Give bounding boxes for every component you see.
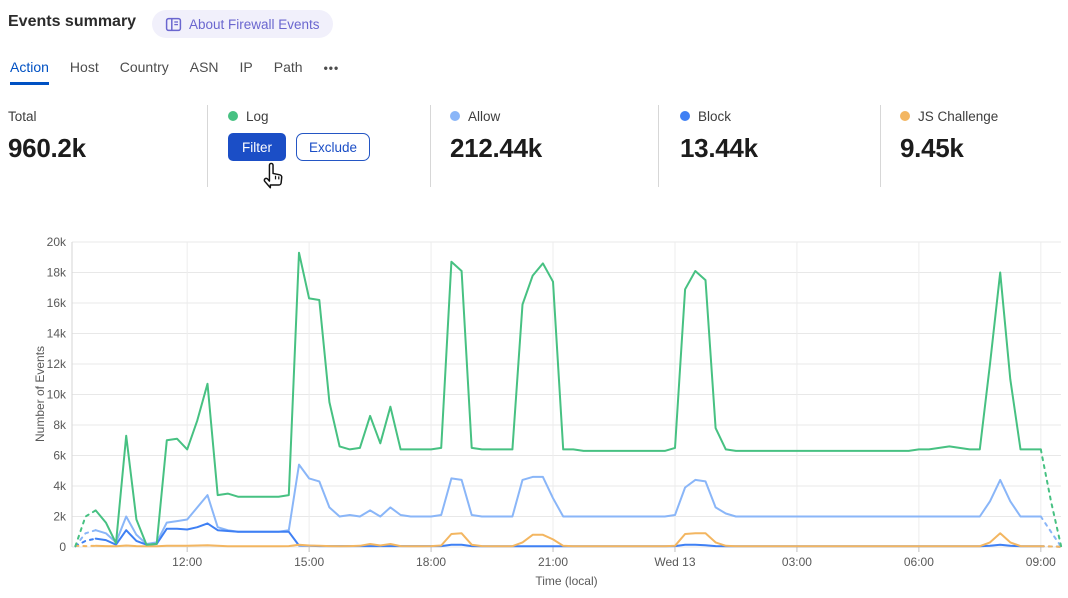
svg-text:16k: 16k <box>47 296 67 310</box>
svg-text:Wed 13: Wed 13 <box>654 555 695 569</box>
tab-more-ellipsis-icon[interactable]: ••• <box>323 61 340 75</box>
book-icon <box>165 17 182 31</box>
svg-text:09:00: 09:00 <box>1026 555 1056 569</box>
allow-legend-dot <box>450 111 460 121</box>
log-legend-dot <box>228 111 238 121</box>
block-legend-dot <box>680 111 690 121</box>
page-title: Events summary <box>8 13 137 30</box>
svg-text:06:00: 06:00 <box>904 555 934 569</box>
svg-text:18k: 18k <box>47 266 67 280</box>
svg-text:15:00: 15:00 <box>294 555 324 569</box>
js-challenge-legend-dot <box>900 111 910 121</box>
stat-divider <box>880 105 881 187</box>
block-value: 13.44k <box>680 133 758 163</box>
svg-text:4k: 4k <box>53 479 67 493</box>
js-challenge-value: 9.45k <box>900 133 964 163</box>
stat-block[interactable]: Block 13.44k <box>680 108 758 164</box>
svg-text:10k: 10k <box>47 388 67 402</box>
log-label: Log <box>246 108 269 124</box>
svg-text:18:00: 18:00 <box>416 555 446 569</box>
js-challenge-label: JS Challenge <box>918 108 999 124</box>
svg-text:2k: 2k <box>53 510 67 524</box>
svg-text:20k: 20k <box>47 235 67 249</box>
svg-text:14k: 14k <box>47 327 67 341</box>
tab-host[interactable]: Host <box>69 59 99 75</box>
summary-tabs: Action Host Country ASN IP Path ••• <box>10 59 339 85</box>
stat-divider <box>658 105 659 187</box>
filter-button[interactable]: Filter <box>228 133 286 161</box>
block-label: Block <box>698 108 732 124</box>
allow-label: Allow <box>468 108 501 124</box>
stat-divider <box>430 105 431 187</box>
svg-text:0: 0 <box>59 540 66 554</box>
stat-total: Total 960.2k <box>8 108 86 164</box>
stat-js-challenge[interactable]: JS Challenge 9.45k <box>900 108 998 164</box>
tab-action[interactable]: Action <box>10 59 49 85</box>
svg-text:12k: 12k <box>47 357 67 371</box>
tab-ip[interactable]: IP <box>239 59 253 75</box>
about-firewall-events-badge[interactable]: About Firewall Events <box>152 10 333 38</box>
svg-text:12:00: 12:00 <box>172 555 202 569</box>
about-badge-label: About Firewall Events <box>189 16 320 32</box>
tab-path[interactable]: Path <box>273 59 303 75</box>
stat-divider <box>207 105 208 187</box>
total-value: 960.2k <box>8 133 86 163</box>
stat-allow[interactable]: Allow 212.44k <box>450 108 542 164</box>
svg-text:6k: 6k <box>53 449 67 463</box>
svg-text:8k: 8k <box>53 418 67 432</box>
allow-value: 212.44k <box>450 133 542 163</box>
exclude-button[interactable]: Exclude <box>296 133 371 161</box>
stat-log[interactable]: Log Filter Exclude <box>228 108 371 161</box>
tab-country[interactable]: Country <box>119 59 169 75</box>
stats-row: Total 960.2k Log Filter Exclude Allow 21… <box>0 104 1068 192</box>
svg-text:Number of Events: Number of Events <box>33 346 47 442</box>
total-label: Total <box>8 108 37 124</box>
svg-text:03:00: 03:00 <box>782 555 812 569</box>
svg-text:Time (local): Time (local) <box>535 574 597 588</box>
svg-text:21:00: 21:00 <box>538 555 568 569</box>
tab-asn[interactable]: ASN <box>189 59 219 75</box>
